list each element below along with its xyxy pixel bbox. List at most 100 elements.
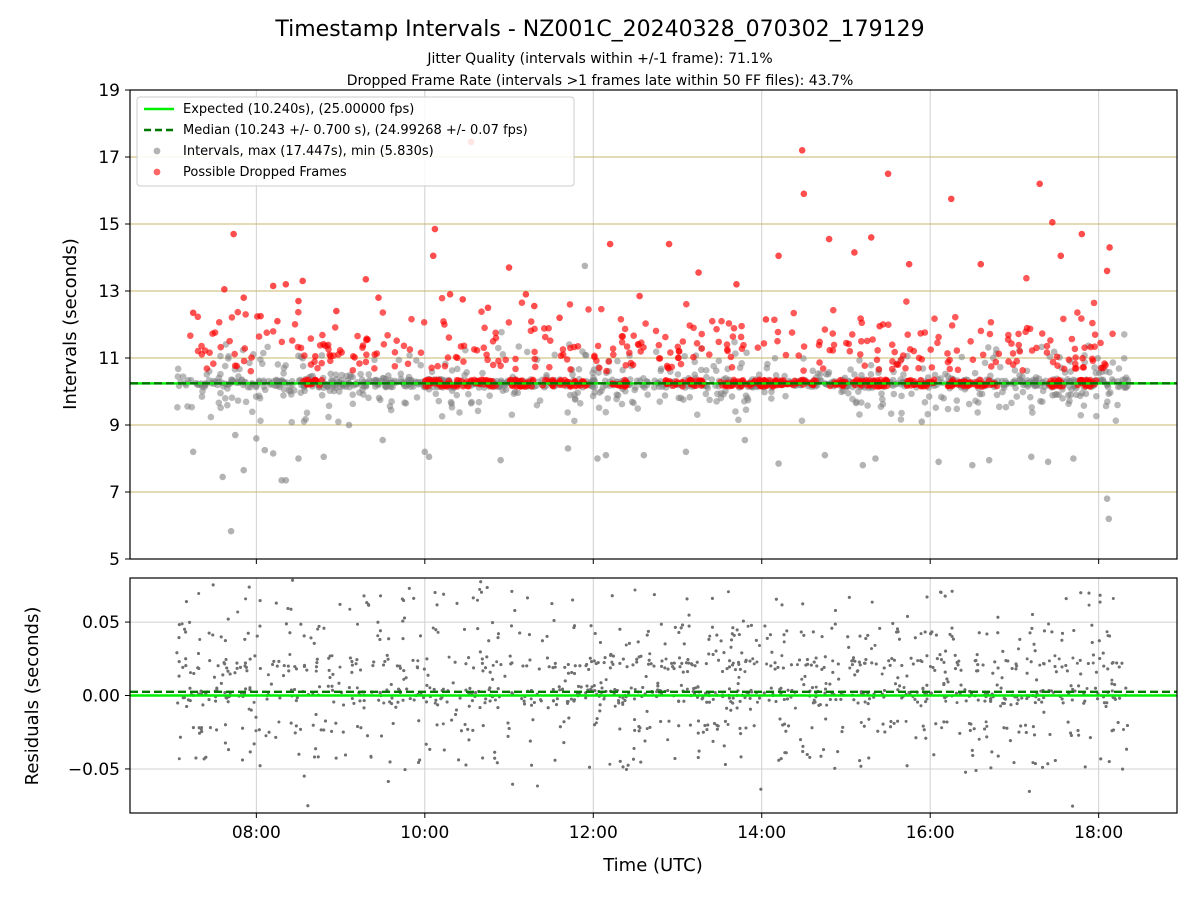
residual-point [207, 631, 211, 635]
dropped-frame-point [294, 343, 302, 351]
interval-point [976, 390, 984, 398]
interval-point [240, 466, 248, 474]
residual-point [433, 701, 437, 705]
interval-point [385, 372, 392, 379]
interval-point [602, 451, 610, 459]
residual-point [955, 660, 959, 664]
dropped-frame-point [255, 333, 263, 340]
residual-point [496, 706, 500, 710]
interval-point [898, 409, 905, 417]
dropped-frame-point [800, 343, 808, 350]
residual-point [608, 666, 612, 670]
residual-point [956, 663, 960, 667]
residual-point [896, 688, 900, 692]
legend-intervals-swatch [153, 147, 161, 155]
residual-point [433, 591, 437, 595]
residual-point [1125, 747, 1129, 751]
residual-point [733, 668, 737, 672]
residual-point [186, 698, 190, 702]
residual-point [254, 715, 258, 719]
dropped-frame-point [291, 321, 299, 328]
residual-point [309, 636, 313, 640]
residual-point [677, 699, 681, 703]
residual-point [350, 670, 354, 674]
dropped-frame-point [226, 337, 233, 345]
residual-point [985, 735, 989, 739]
dropped-frame-point [1053, 353, 1061, 361]
dropped-frame-point [507, 376, 515, 384]
interval-point [219, 473, 226, 481]
interval-point [387, 406, 395, 414]
residual-point [408, 697, 412, 701]
residual-point [613, 704, 617, 708]
dropped-frame-point [391, 349, 399, 356]
residual-point [1015, 702, 1019, 706]
residual-point [933, 668, 937, 672]
dropped-frame-point [379, 309, 387, 316]
dropped-frame-point [762, 316, 770, 323]
residual-point [1077, 684, 1081, 688]
interval-point [686, 393, 694, 401]
intervals-x-ticks [255, 559, 1100, 564]
residual-point [223, 639, 227, 643]
residual-point [691, 690, 695, 694]
residual-point [945, 677, 949, 681]
residual-point [789, 663, 793, 667]
dropped-frame-point [359, 342, 367, 349]
residual-point [401, 619, 405, 623]
dropped-frame-point [330, 352, 337, 359]
interval-point [564, 445, 572, 452]
interval-point [325, 402, 333, 410]
x-axis-label: Time (UTC) [602, 855, 703, 876]
dropped-frame-point [705, 351, 713, 358]
residual-point [510, 661, 514, 665]
residual-point [681, 623, 685, 627]
residual-point [317, 624, 321, 628]
residual-point [315, 661, 319, 665]
residual-point [347, 686, 351, 690]
residual-point [645, 727, 649, 731]
residual-point [314, 747, 318, 751]
residual-point [851, 658, 855, 662]
dropped-frame-point [1005, 358, 1012, 365]
dropped-frame-point [728, 363, 736, 371]
dropped-frame-point [642, 320, 649, 327]
residual-point [736, 682, 740, 686]
residual-point [362, 706, 366, 710]
residual-point [451, 681, 455, 685]
residual-point [197, 667, 201, 671]
residual-point [795, 663, 799, 667]
residual-point [425, 700, 429, 704]
dropped-frame-point [230, 230, 237, 238]
interval-point [438, 413, 446, 420]
interval-point [425, 453, 433, 461]
interval-point [1105, 515, 1113, 523]
dropped-frame-point [242, 311, 249, 318]
interval-point [631, 386, 638, 394]
interval-point [388, 398, 395, 405]
residual-point [916, 659, 920, 663]
residual-point [725, 706, 729, 710]
residual-point [566, 671, 570, 675]
residual-point [265, 697, 269, 701]
interval-point [421, 448, 429, 456]
interval-point [1038, 343, 1046, 351]
interval-point [1094, 354, 1102, 362]
residual-point [487, 639, 491, 643]
dropped-frame-point [905, 260, 913, 268]
interval-point [703, 373, 710, 381]
interval-point [397, 375, 405, 383]
residual-point [898, 684, 902, 688]
dropped-frame-point [1036, 180, 1044, 188]
residual-point [248, 750, 252, 754]
interval-point [944, 405, 952, 413]
residual-point [830, 626, 834, 630]
residual-point [811, 701, 815, 705]
residual-point [810, 726, 814, 730]
residual-point [749, 623, 753, 627]
residual-point [590, 685, 594, 689]
residual-point [513, 608, 517, 612]
dropped-frame-point [724, 347, 731, 355]
dropped-frame-point [869, 336, 876, 343]
residual-point [216, 664, 220, 668]
